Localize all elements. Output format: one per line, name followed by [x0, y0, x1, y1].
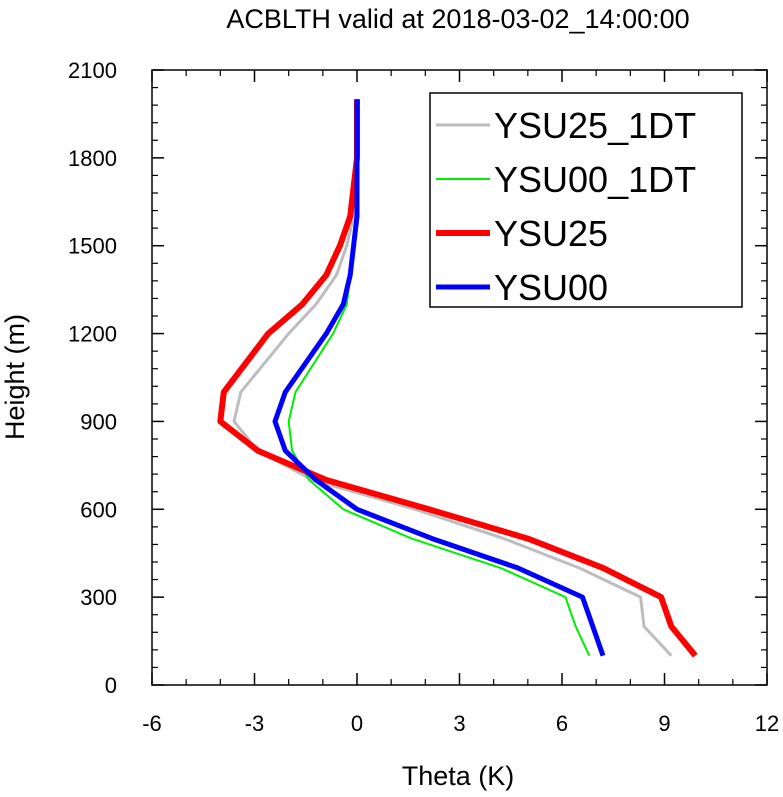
y-tick-label: 1200: [68, 322, 117, 347]
x-tick-label: 12: [755, 711, 779, 736]
series-line-ysu25-1dt: [232, 99, 673, 657]
y-tick-label: 1500: [68, 234, 117, 259]
axis-ticks: [151, 69, 768, 686]
legend-label: YSU00: [494, 267, 608, 308]
series-line-ysu25: [217, 99, 698, 658]
legend: YSU25_1DT YSU00_1DT YSU25 YSU00: [436, 105, 696, 308]
legend-label: YSU25_1DT: [494, 105, 696, 146]
legend-label: YSU25: [494, 213, 608, 254]
y-tick-label: 300: [80, 585, 117, 610]
x-tick-label: -3: [245, 711, 265, 736]
tick-labels: -6 -3 0 3 6 9 12 0 300 600 900 1200 1500 1800 2100: [68, 58, 779, 736]
x-tick-label: -6: [142, 711, 162, 736]
chart-title: ACBLTH valid at 2018-03-02_14:00:00: [226, 4, 689, 34]
y-tick-label: 900: [80, 409, 117, 434]
y-tick-label: 600: [80, 497, 117, 522]
x-tick-label: 0: [351, 711, 363, 736]
x-tick-label: 9: [658, 711, 670, 736]
y-axis-label: Height (m): [0, 314, 30, 440]
series-line-ysu00: [272, 99, 606, 657]
legend-box: [429, 92, 743, 308]
series-lines: [217, 99, 698, 658]
x-axis-label: Theta (K): [402, 761, 515, 791]
x-tick-label: 6: [556, 711, 568, 736]
x-tick-label: 3: [453, 711, 465, 736]
y-tick-label: 1800: [68, 146, 117, 171]
legend-label: YSU00_1DT: [494, 159, 696, 200]
y-tick-label: 2100: [68, 58, 117, 83]
y-tick-label: 0: [105, 673, 117, 698]
